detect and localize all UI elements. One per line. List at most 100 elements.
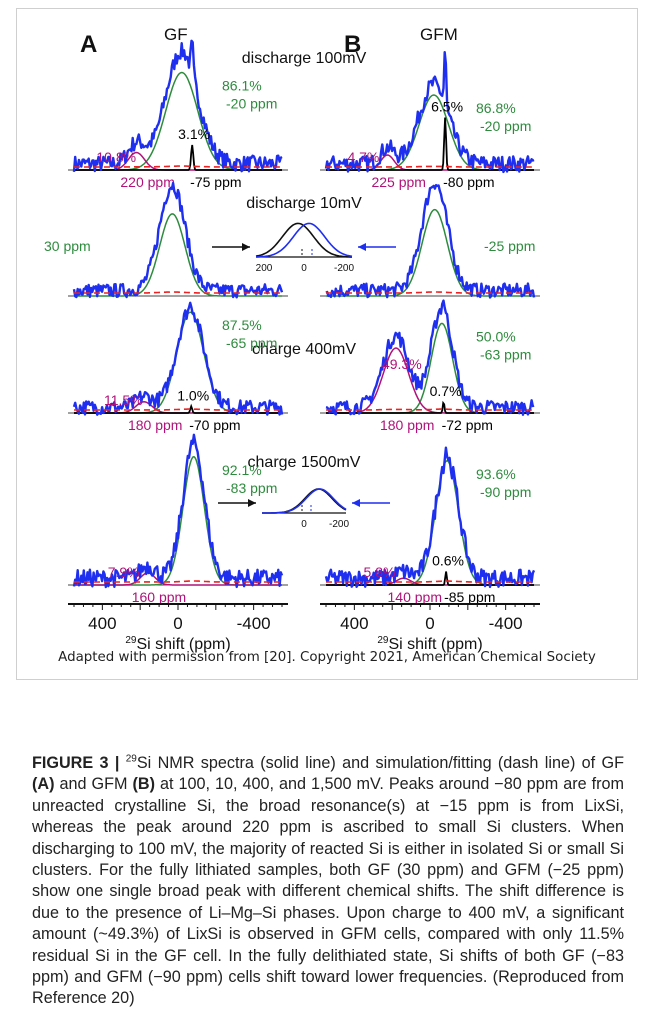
inset-curve — [262, 488, 347, 514]
fit-sum-dash — [74, 580, 282, 583]
experimental-spectrum — [72, 181, 284, 299]
spectrum-a-1: 30 ppm — [44, 181, 288, 299]
fraction-label: 49.3% — [382, 356, 422, 372]
spectrum-a-0: 86.1% -20 ppm 10.8% 220 ppm 3.1% -75 ppm — [68, 39, 288, 190]
experimental-spectrum — [325, 183, 536, 299]
spectrum-b-1: -25 ppm — [320, 183, 540, 299]
experimental-spectrum — [324, 446, 536, 589]
shift-label: 220 ppm — [120, 174, 174, 190]
fraction-label: 3.1% — [178, 126, 210, 142]
state-title: charge 1500mV — [248, 454, 361, 471]
panel-b-label: B — [344, 31, 361, 58]
experimental-spectrum — [72, 39, 283, 173]
fit-component-lixsi — [74, 213, 282, 297]
fit-component-crystalline — [74, 403, 282, 414]
spectrum-b-2: 50.0% -63 ppm 49.3% 180 ppm 0.7% -72 ppm — [320, 299, 540, 433]
inset-comparison: 200 0 -200 — [212, 222, 396, 274]
inset-tick-label: -200 — [334, 263, 354, 274]
inset-tick-label: -200 — [329, 519, 349, 530]
state-title: discharge 10mV — [246, 195, 362, 212]
fit-sum-dash — [326, 580, 534, 583]
axis-tick-label: 0 — [173, 614, 182, 633]
experimental-spectrum — [72, 301, 284, 416]
inset-curve — [256, 222, 353, 258]
shift-label: -83 ppm — [226, 480, 277, 496]
fraction-label: 6.5% — [431, 99, 463, 115]
experimental-spectrum — [324, 51, 535, 174]
fit-component-crystalline — [74, 144, 282, 171]
spectrum-a-3: 92.1% -83 ppm 7.9% 160 ppm — [68, 433, 288, 605]
shift-label: -85 ppm — [444, 589, 495, 605]
fit-sum-dash — [326, 291, 534, 294]
shift-label: 160 ppm — [132, 589, 186, 605]
shift-label: 140 ppm — [388, 589, 442, 605]
panel-a-label: A — [80, 31, 97, 58]
inset-tick-label: 0 — [301, 519, 307, 530]
spectrum-b-0: 86.8% -20 ppm 4.7% 225 ppm 6.5% -80 ppm — [320, 51, 540, 190]
axis-tick-label: -400 — [237, 614, 271, 633]
shift-label: -80 ppm — [443, 174, 494, 190]
column-a-title: GF — [164, 25, 188, 44]
inset-curve — [255, 222, 352, 258]
inset-comparison: 0 -200 — [218, 488, 390, 530]
fraction-label: 92.1% — [222, 462, 262, 478]
spectrum-b-3: 93.6% -90 ppm 5.8% 140 ppm 0.6% -85 ppm — [320, 446, 540, 605]
fit-sum-dash — [74, 165, 282, 168]
fraction-label: 4.7% — [347, 149, 379, 165]
arrow-icon — [212, 243, 250, 251]
fit-sum-dash — [326, 165, 534, 168]
fraction-label: 5.8% — [364, 564, 396, 580]
axis-tick-label: -400 — [489, 614, 523, 633]
axis-label-text: Si shift (ppm) — [136, 636, 230, 653]
caption-bold-b: (B) — [132, 775, 155, 794]
shift-label: 225 ppm — [371, 174, 425, 190]
shift-label: -65 ppm — [226, 335, 277, 351]
caption-bold-a: (A) — [32, 775, 55, 794]
figure-caption: FIGURE 3 | 29Si NMR spectra (solid line)… — [32, 753, 624, 1010]
shift-label: -20 ppm — [226, 96, 277, 112]
arrow-icon — [358, 243, 396, 251]
caption-sup: 29 — [125, 753, 137, 765]
shift-label: -90 ppm — [480, 484, 531, 500]
shift-label: -25 ppm — [484, 238, 535, 254]
fit-sum-dash — [74, 408, 282, 411]
arrow-icon — [218, 499, 256, 507]
arrow-icon — [352, 499, 390, 507]
fraction-label: 7.9% — [108, 564, 140, 580]
fraction-label: 10.8% — [96, 149, 136, 165]
experimental-spectrum — [72, 433, 284, 589]
fraction-label: 11.5% — [104, 392, 143, 408]
shift-label: -20 ppm — [480, 118, 531, 134]
figure-credit: Adapted with permission from [20]. Copyr… — [58, 650, 596, 665]
caption-part2: and GFM — [54, 775, 133, 794]
spectrum-a-2: 87.5% -65 ppm 11.5% 180 ppm 1.0% -70 ppm — [68, 301, 288, 433]
inset-tick-label: 0 — [301, 263, 307, 274]
shift-label: -63 ppm — [480, 346, 531, 362]
fit-sum-dash — [74, 291, 282, 294]
axis-label-superscript: 29 — [125, 635, 137, 646]
axis-label-superscript: 29 — [377, 635, 389, 646]
x-axis-b: 400 0 -400 29Si shift (ppm) — [320, 603, 540, 653]
x-axis-a: 400 0 -400 29Si shift (ppm) — [68, 603, 288, 653]
fit-sum-dash — [326, 408, 534, 411]
shift-label: 180 ppm — [128, 417, 182, 433]
axis-tick-label: 400 — [340, 614, 368, 633]
shift-label: 180 ppm — [380, 417, 434, 433]
shift-label: -72 ppm — [442, 417, 493, 433]
axis-tick-label: 400 — [88, 614, 116, 633]
state-title: charge 400mV — [252, 341, 356, 358]
fit-component-lixsi — [326, 208, 534, 297]
axis-label: 29Si shift (ppm) — [125, 635, 230, 653]
fraction-label: 87.5% — [222, 317, 262, 333]
axis-label-text: Si shift (ppm) — [388, 636, 482, 653]
figure-frame — [16, 8, 638, 680]
shift-label: 30 ppm — [44, 238, 91, 254]
axis-label: 29Si shift (ppm) — [377, 635, 482, 653]
axis-tick-label: 0 — [425, 614, 434, 633]
nmr-spectra-figure: A GF B GFM discharge 100mV discharge 10mV… — [44, 25, 540, 653]
fraction-label: 93.6% — [476, 466, 516, 482]
fraction-label: 86.8% — [476, 100, 516, 116]
caption-part3: at 100, 10, 400, and 1,500 mV. Peaks aro… — [32, 775, 624, 1008]
column-b-title: GFM — [420, 25, 458, 44]
shift-label: -70 ppm — [189, 417, 240, 433]
